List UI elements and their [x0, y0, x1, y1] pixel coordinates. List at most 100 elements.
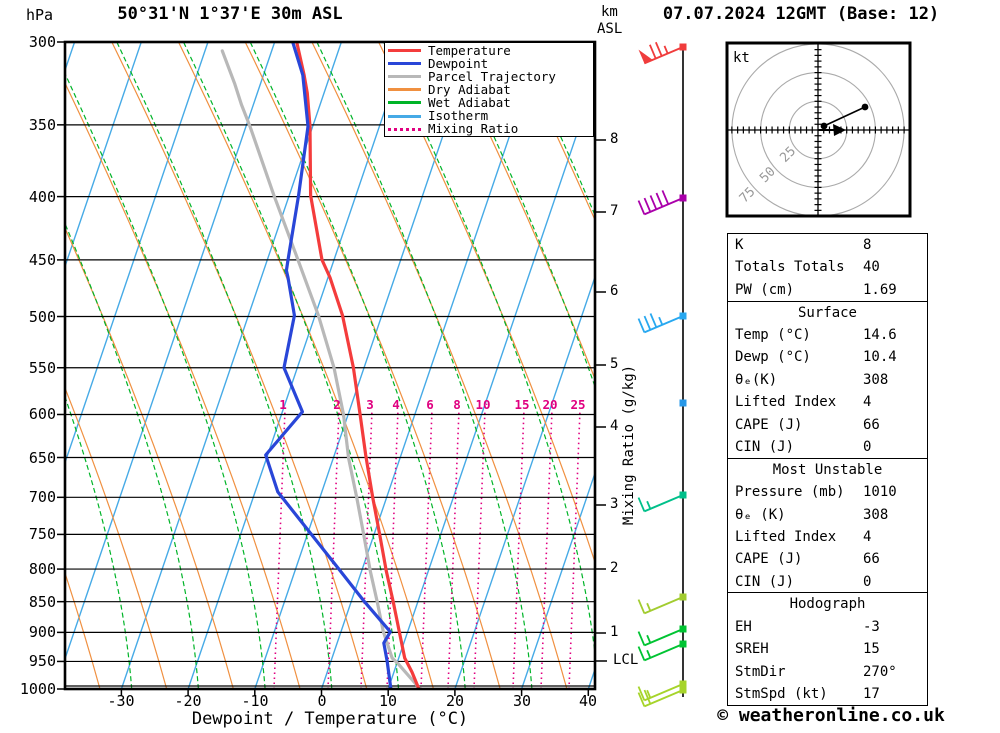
stats-row: StmSpd (kt) 17: [728, 683, 927, 705]
wind-barb-full-tick: [637, 646, 646, 661]
km-tick-label: 6: [610, 283, 619, 299]
isotherm-line: [0, 42, 8, 689]
isotherm-line: [454, 274, 595, 689]
copyright-link[interactable]: © weatheronline.co.uk: [717, 705, 945, 726]
stats-value: 40: [863, 259, 880, 276]
stats-row: Lifted Index 4: [728, 391, 927, 413]
stats-key: Lifted Index: [735, 394, 837, 411]
wind-barb-half-tick: [646, 689, 652, 699]
isotherm-line: [320, 42, 543, 689]
temperature-curve: [295, 42, 421, 689]
sounding-curves-layer: [220, 42, 422, 689]
hodograph-ring-label: 50: [757, 164, 779, 186]
pressure-tick-label: 700: [28, 488, 56, 506]
pressure-tick-label: 400: [28, 188, 56, 206]
legend-label: Mixing Ratio: [428, 121, 519, 137]
stats-key: Lifted Index: [735, 528, 837, 545]
stats-key: CAPE (J): [735, 551, 803, 568]
dry-adiabat-line: [378, 42, 595, 565]
dry-adiabat-line: [311, 42, 568, 689]
mixing-ratio-label: 3: [366, 397, 374, 412]
stats-value: 66: [863, 551, 880, 568]
stats-key: Dewp (°C): [735, 349, 811, 366]
wet-adiabat-line: [516, 42, 595, 217]
storm-motion-arrowhead: [833, 124, 846, 136]
legend-row: Isotherm: [385, 109, 593, 122]
hodograph-ring-label: 25: [777, 144, 799, 166]
temp-tick-label: 40: [578, 692, 598, 710]
wind-barb-flag: [638, 49, 653, 64]
stats-key: StmSpd (kt): [735, 686, 828, 703]
isotherm-line: [120, 42, 343, 689]
stats-value: 4: [863, 528, 872, 545]
dry-adiabat-line: [65, 226, 234, 689]
dry-adiabat-line: [511, 42, 595, 222]
legend-swatch-mixing-ratio: [388, 127, 421, 131]
legend-label: Isotherm: [428, 108, 489, 124]
stats-row: EH -3: [728, 616, 927, 638]
stats-value: 0: [863, 438, 872, 455]
wind-barb-shaft: [643, 683, 684, 702]
stats-row: Lifted Index 4: [728, 526, 927, 548]
stats-value: 270°: [863, 663, 897, 680]
stats-row: Dewp (°C) 10.4: [728, 346, 927, 368]
stats-key: Temp (°C): [735, 326, 811, 343]
stats-value: 66: [863, 416, 880, 433]
stats-table-hodograph: Hodograph EH -3 SREH 15 StmDir 270° StmSpd (kt)…: [727, 592, 928, 707]
wind-barb-full-tick: [637, 318, 646, 333]
stats-row: SREH 15: [728, 638, 927, 660]
legend-row: Wet Adiabat: [385, 96, 593, 109]
stats-row: CAPE (J) 66: [728, 414, 927, 436]
dewpoint-curve: [264, 42, 393, 689]
stats-table-surface: Surface Temp (°C) 14.6 Dewp (°C) 10.4 θₑ(K) 30…: [727, 300, 928, 460]
stats-value: 1010: [863, 484, 897, 501]
temp-tick-label: -10: [241, 692, 269, 710]
wind-barb-full-tick: [637, 599, 646, 614]
stats-table: K 8 Totals Totals 40 PW (cm) 1.69: [727, 233, 928, 303]
lcl-label: LCL: [613, 652, 639, 668]
isotherm-line: [65, 42, 209, 465]
pressure-tick-label: 850: [28, 593, 56, 611]
stats-key: CIN (J): [735, 573, 795, 590]
stats-value: 308: [863, 506, 889, 523]
mixing-ratio-label: 15: [514, 397, 530, 412]
wind-barb-half-tick: [658, 316, 664, 326]
pressure-tick-label: 950: [28, 652, 56, 670]
legend-swatch-temperature: [388, 49, 421, 53]
wind-barb-half-tick: [663, 45, 669, 54]
isotherm-line: [387, 78, 595, 689]
legend-swatch-isotherm: [388, 114, 421, 118]
stats-value: 1.69: [863, 281, 897, 298]
temp-tick-label: 10: [378, 692, 398, 710]
pressure-tick-label: 550: [28, 359, 56, 377]
km-tick-label: 4: [610, 418, 619, 434]
x-axis-title: Dewpoint / Temperature (°C): [191, 709, 469, 729]
wind-barb: [679, 399, 687, 407]
legend-row: Dry Adiabat: [385, 83, 593, 96]
isotherm-line: [520, 470, 595, 689]
mixing-axis-title: Mixing Ratio (g/kg): [621, 364, 637, 526]
wind-barb-full-tick: [661, 190, 670, 205]
legend-row: Mixing Ratio: [385, 121, 593, 137]
wind-barb-shaft: [643, 628, 684, 647]
stats-row: PW (cm) 1.69: [728, 279, 927, 301]
stats-table-most-unstable: Most Unstable Pressure (mb) 1010 θₑ (K) 308 L…: [727, 457, 928, 595]
wet-adiabat-line: [316, 42, 533, 689]
wind-barb-full-tick: [637, 692, 646, 707]
stats-row: Pressure (mb) 1010: [728, 481, 927, 503]
mixing-ratio-label: 20: [542, 397, 558, 412]
wind-barb-full-tick: [655, 192, 664, 208]
hodograph-trace-point: [820, 122, 828, 130]
km-tick-label: 1: [610, 624, 619, 640]
km-tick-label: 5: [610, 356, 619, 372]
legend-label: Dry Adiabat: [428, 81, 511, 97]
mixing-ratio-label: 4: [392, 397, 400, 412]
isotherm-line: [65, 42, 142, 269]
stats-value: 8: [863, 237, 872, 253]
legend-label: Wet Adiabat: [428, 94, 511, 110]
wind-barb: [637, 686, 687, 708]
datetime-title: 07.07.2024 12GMT (Base: 12): [662, 4, 940, 24]
stats-value: 10.4: [863, 349, 897, 366]
wind-barb-full-tick: [637, 686, 646, 701]
pressure-tick-label: 300: [28, 33, 56, 51]
